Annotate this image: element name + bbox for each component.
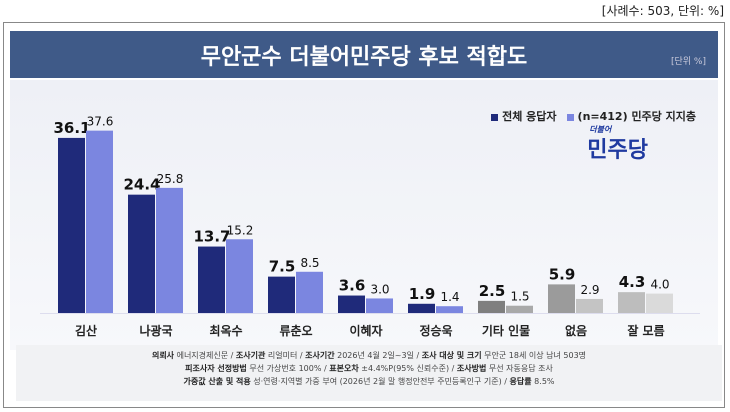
data-label: 1.5 — [510, 290, 529, 304]
legend-label: 전체 응답자 — [502, 110, 557, 123]
data-label: 3.0 — [370, 282, 389, 296]
legend: 전체 응답자 (n=412) 민주당 지지층 — [491, 108, 696, 124]
bar — [576, 298, 603, 313]
category-label: 이혜자 — [349, 323, 382, 338]
bar — [618, 292, 645, 313]
bar — [268, 276, 295, 313]
legend-label: (n=412) 민주당 지지층 — [577, 110, 696, 123]
footer-value: 8.5% — [531, 377, 555, 386]
footer-key: 표본오차 — [329, 364, 359, 373]
legend-item-dem: (n=412) 민주당 지지층 — [566, 108, 696, 124]
survey-footer: 의뢰사 에너지경제신문 / 조사기관 리얼미터 / 조사기간 2026년 4월 … — [16, 345, 722, 401]
sample-note: [사례수: 503, 단위: %] — [601, 4, 724, 18]
bar — [86, 130, 113, 313]
bar-chart: 36.137.6 김산 24.425.8 나광국 13.715.2 최옥수 7.5 8.5 류춘… — [40, 115, 700, 338]
footer-key: 조사방법 — [456, 364, 487, 373]
legend-swatch — [491, 113, 499, 121]
logo-main: 민주당 — [587, 138, 648, 163]
data-label: 15.2 — [227, 223, 254, 237]
footer-key: 의뢰사 — [151, 351, 175, 360]
footer-value: 무안군 18세 이상 남녀 503명 — [481, 351, 587, 360]
footer-value: 에너지경제신문 — [174, 351, 229, 360]
bar — [156, 187, 183, 313]
data-label: 3.6 — [339, 277, 366, 295]
legend-swatch — [566, 113, 574, 121]
bar — [506, 305, 533, 313]
chart-title: 무안군수 더불어민주당 후보 적합도 — [200, 45, 528, 70]
footer-key: 조사기간 — [305, 351, 335, 360]
bar — [338, 295, 365, 313]
bar — [478, 300, 505, 313]
footer-value: 무선 자동응답 조사 — [486, 364, 553, 373]
footer-line: 가중값 산출 및 적용 성·연령·지역별 가중 부여 (2026년 2월 말 행… — [183, 377, 555, 386]
bar — [198, 246, 225, 313]
bar — [436, 306, 463, 313]
bar — [646, 293, 673, 313]
footer-key: 조사기관 — [235, 351, 266, 360]
data-label: 7.5 — [269, 258, 296, 276]
footer-key: 응답률 — [509, 377, 532, 386]
bar — [226, 239, 253, 313]
bar — [408, 303, 435, 313]
unit-label: [단위 %] — [671, 57, 706, 67]
footer-key: 가중값 산출 및 적용 — [183, 377, 251, 386]
category-label: 최옥수 — [209, 323, 242, 338]
data-label: 4.0 — [650, 278, 669, 292]
data-label: 36.1 — [53, 119, 90, 137]
data-label: 2.5 — [479, 282, 506, 300]
bar — [58, 137, 85, 313]
data-label: 5.9 — [549, 265, 576, 283]
logo-small: 더불어 — [589, 125, 612, 134]
category-label: 잘 모름 — [627, 323, 664, 338]
category-label: 김산 — [75, 323, 97, 338]
data-label: 25.8 — [157, 172, 184, 186]
data-label: 8.5 — [300, 256, 319, 270]
category-label: 기타 인물 — [482, 323, 530, 338]
footer-key: 피조사자 선정방법 — [185, 364, 247, 373]
bar — [296, 271, 323, 313]
footer-key: 조사 대상 및 크기 — [421, 351, 482, 360]
data-label: 24.4 — [123, 176, 160, 194]
data-label: 1.4 — [440, 290, 459, 304]
bar — [548, 284, 575, 313]
title-bar: 무안군수 더불어민주당 후보 적합도 [단위 %] — [10, 31, 718, 78]
data-label: 37.6 — [87, 115, 114, 129]
category-label: 정승욱 — [419, 323, 452, 338]
data-label: 4.3 — [619, 273, 646, 291]
data-label: 1.9 — [409, 285, 436, 303]
footer-value: 성·연령·지역별 가중 부여 (2026년 2월 말 행정안전부 주민등록인구 … — [250, 377, 502, 386]
footer-value: ±4.4%P(95% 신뢰수준) — [358, 364, 450, 373]
chart-frame: 무안군수 더불어민주당 후보 적합도 [단위 %] 전체 응답자 (n=412)… — [3, 22, 725, 408]
category-label: 류춘오 — [279, 323, 312, 338]
legend-item-all: 전체 응답자 — [491, 108, 557, 124]
category-label: 나광국 — [139, 323, 172, 338]
data-label: 13.7 — [193, 228, 230, 246]
bar — [366, 298, 393, 313]
footer-line: 피조사자 선정방법 무선 가상번호 100% / 표본오차 ±4.4%P(95%… — [185, 364, 553, 373]
footer-value: 2026년 4월 2일~3일 — [334, 351, 414, 360]
footer-line: 의뢰사 에너지경제신문 / 조사기관 리얼미터 / 조사기간 2026년 4월 … — [151, 351, 587, 360]
data-label: 2.9 — [580, 283, 599, 297]
category-label: 없음 — [565, 323, 587, 338]
bar — [128, 194, 155, 313]
footer-value: 무선 가상번호 100% — [246, 364, 322, 373]
footer-value: 리얼미터 — [265, 351, 298, 360]
